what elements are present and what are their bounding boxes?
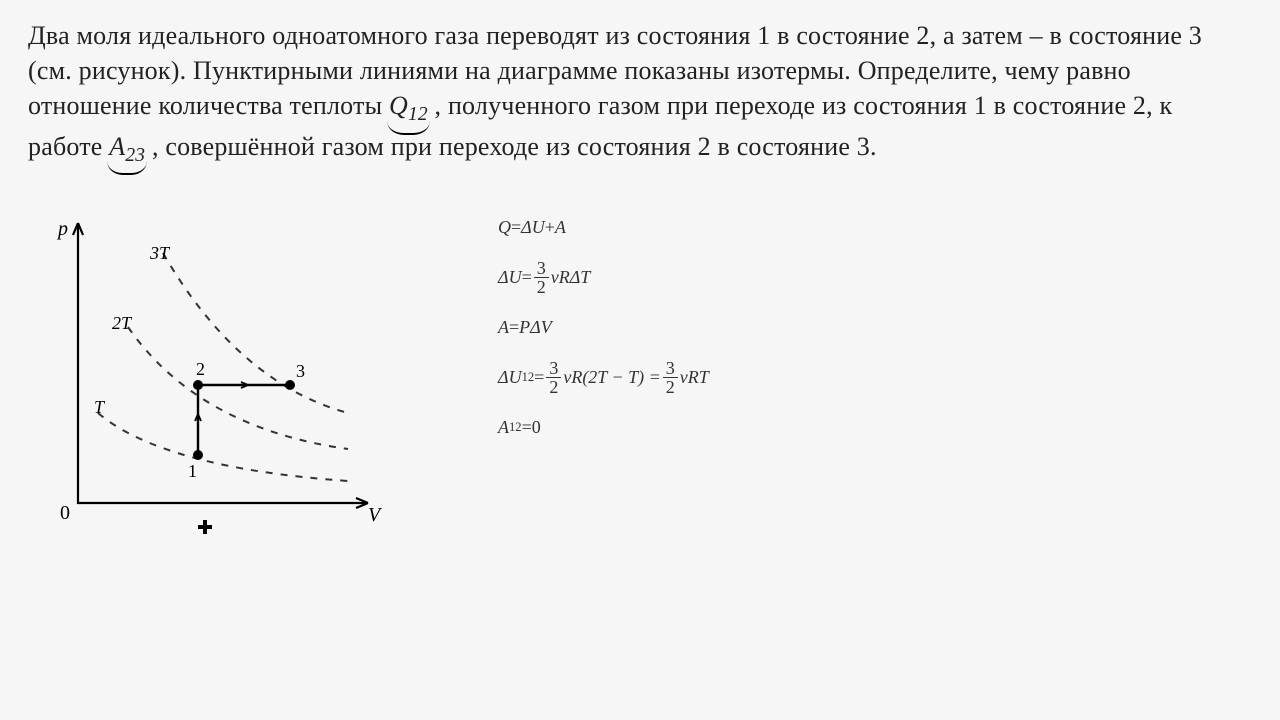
svg-text:2: 2 bbox=[196, 359, 205, 379]
content-row: p V 0 T 2T 3T 1 2 3 Q = ΔU + A ΔU = 32 νRΔT A = … bbox=[28, 203, 1252, 548]
formula-du: ΔU = 32 νRΔT bbox=[498, 263, 709, 291]
svg-text:3: 3 bbox=[296, 361, 305, 381]
q12-symbol: Q12 bbox=[389, 88, 428, 129]
formula-block: Q = ΔU + A ΔU = 32 νRΔT A = PΔV ΔU12 = 3… bbox=[498, 213, 709, 548]
formula-a12: A12 = 0 bbox=[498, 413, 709, 441]
formula-du12: ΔU12 = 32 νR(2T − T) = 32 νRT bbox=[498, 363, 709, 391]
svg-text:3T: 3T bbox=[149, 243, 171, 263]
problem-statement: Два моля идеального одноатомного газа пе… bbox=[28, 18, 1252, 169]
svg-text:T: T bbox=[94, 397, 106, 417]
svg-text:V: V bbox=[368, 504, 383, 526]
formula-q-eq: Q = ΔU + A bbox=[498, 213, 709, 241]
svg-text:2T: 2T bbox=[112, 313, 133, 333]
formula-a: A = PΔV bbox=[498, 313, 709, 341]
a23-symbol: A23 bbox=[109, 129, 145, 170]
svg-text:0: 0 bbox=[60, 502, 70, 524]
problem-text-part3: , совершённой газом при переходе из сост… bbox=[152, 132, 877, 161]
svg-text:p: p bbox=[56, 218, 68, 240]
svg-text:1: 1 bbox=[188, 461, 197, 481]
pv-diagram: p V 0 T 2T 3T 1 2 3 bbox=[28, 203, 408, 548]
